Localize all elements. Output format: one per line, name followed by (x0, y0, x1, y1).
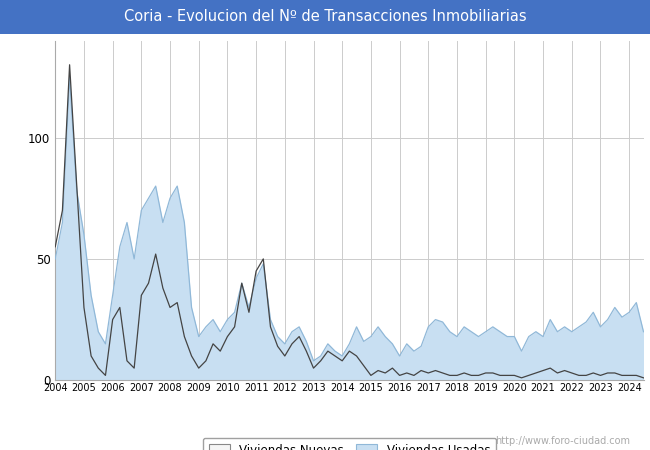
Text: Coria - Evolucion del Nº de Transacciones Inmobiliarias: Coria - Evolucion del Nº de Transaccione… (124, 9, 526, 24)
Legend: Viviendas Nuevas, Viviendas Usadas: Viviendas Nuevas, Viviendas Usadas (203, 438, 496, 450)
Text: http://www.foro-ciudad.com: http://www.foro-ciudad.com (495, 436, 630, 446)
